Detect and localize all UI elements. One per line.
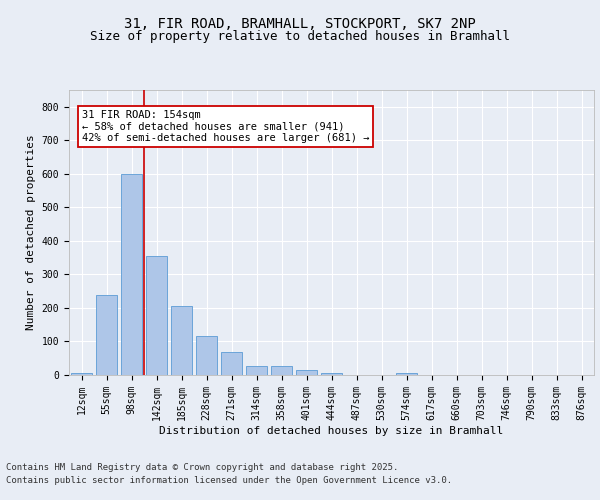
Text: Size of property relative to detached houses in Bramhall: Size of property relative to detached ho…	[90, 30, 510, 43]
Bar	[246, 366, 267, 375]
Bar	[396, 372, 417, 375]
Y-axis label: Number of detached properties: Number of detached properties	[26, 134, 36, 330]
Text: Contains HM Land Registry data © Crown copyright and database right 2025.: Contains HM Land Registry data © Crown c…	[6, 464, 398, 472]
Bar	[121, 174, 142, 375]
Text: 31 FIR ROAD: 154sqm
← 58% of detached houses are smaller (941)
42% of semi-detac: 31 FIR ROAD: 154sqm ← 58% of detached ho…	[82, 110, 369, 144]
Text: 31, FIR ROAD, BRAMHALL, STOCKPORT, SK7 2NP: 31, FIR ROAD, BRAMHALL, STOCKPORT, SK7 2…	[124, 18, 476, 32]
Bar	[196, 336, 217, 375]
Bar	[296, 370, 317, 375]
Bar	[71, 372, 92, 375]
Bar	[221, 352, 242, 375]
Bar	[96, 295, 117, 375]
Bar	[171, 306, 192, 375]
Bar	[146, 256, 167, 375]
X-axis label: Distribution of detached houses by size in Bramhall: Distribution of detached houses by size …	[160, 426, 503, 436]
Bar	[321, 374, 342, 375]
Text: Contains public sector information licensed under the Open Government Licence v3: Contains public sector information licen…	[6, 476, 452, 485]
Bar	[271, 366, 292, 375]
